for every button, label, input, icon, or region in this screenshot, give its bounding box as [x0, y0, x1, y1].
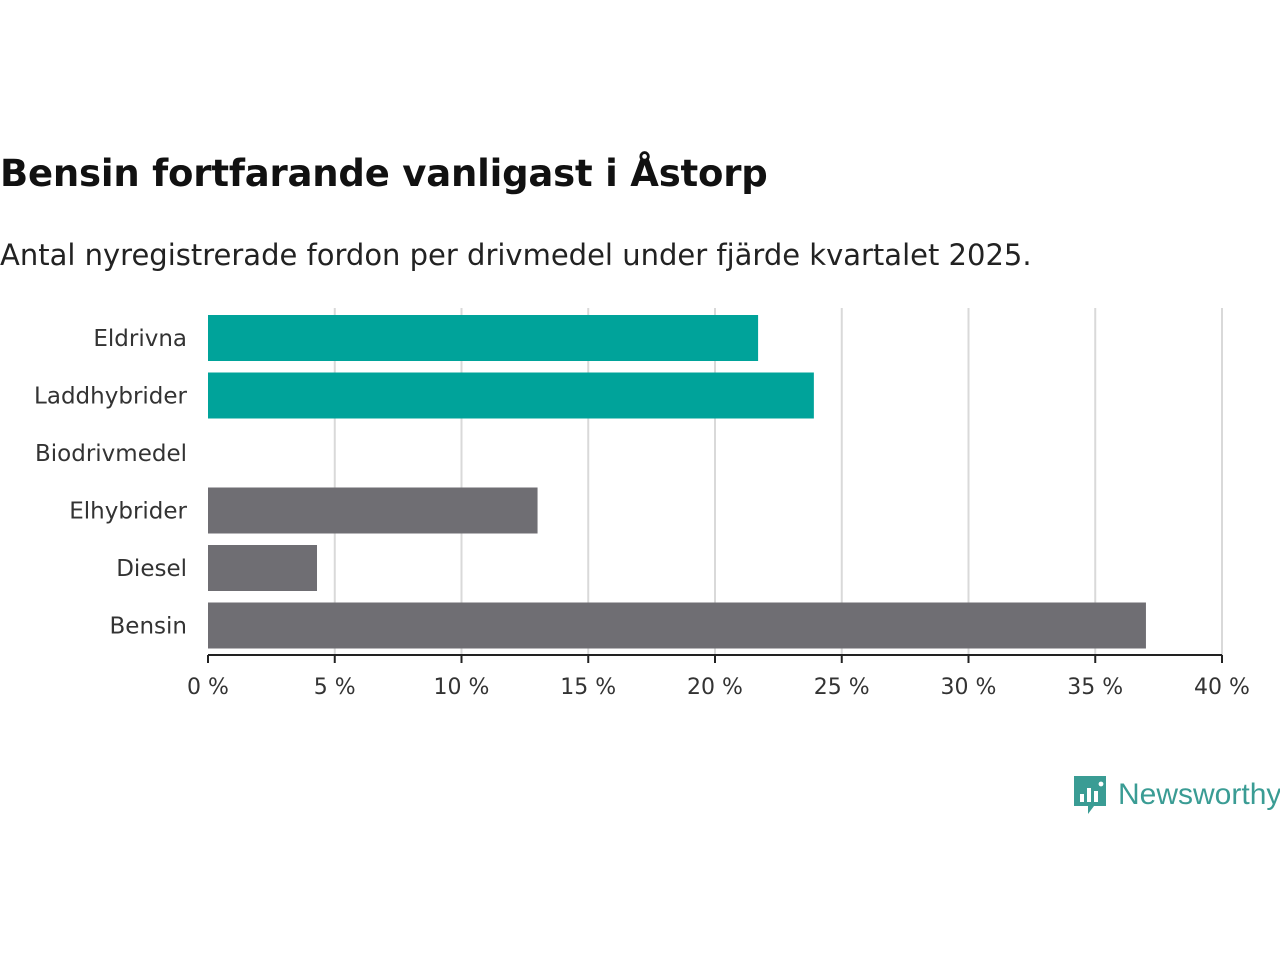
x-tick-label: 35 % [1067, 675, 1123, 700]
category-label: Biodrivmedel [35, 441, 187, 467]
bar-eldrivna [208, 315, 759, 361]
bar-laddhybrider [208, 372, 814, 419]
category-labels: Eldrivna Laddhybrider Biodrivmedel Elhybrid… [34, 326, 187, 640]
x-tick-label: 15 % [560, 675, 616, 700]
bars [208, 315, 1146, 649]
bar-diesel [208, 545, 318, 591]
bar-bensin [208, 602, 1146, 649]
category-label: Diesel [116, 556, 187, 582]
chart-subtitle: Antal nyregistrerade fordon per drivmede… [0, 238, 1032, 272]
bar-elhybrider [208, 487, 538, 534]
x-tick-label: 25 % [814, 675, 870, 700]
x-tick-label: 30 % [941, 675, 997, 700]
category-label: Bensin [110, 614, 187, 640]
newsworthy-logo: Newsworthy [1072, 774, 1280, 816]
x-tick-label: 0 % [187, 675, 229, 700]
bar-chart: Eldrivna Laddhybrider Biodrivmedel Elhybrid… [34, 308, 1250, 700]
x-tick-label: 40 % [1194, 675, 1250, 700]
x-axis: 0 % 5 % 10 % 15 % 20 % 25 % 30 % 35 % 40 % [187, 654, 1250, 700]
x-tick-label: 10 % [434, 675, 490, 700]
category-label: Eldrivna [93, 326, 187, 352]
x-tick-label: 5 % [314, 675, 356, 700]
newsworthy-icon [1074, 776, 1106, 814]
x-tick-label: 20 % [687, 675, 743, 700]
brand-name: Newsworthy [1118, 778, 1280, 811]
chart-title: Bensin fortfarande vanligast i Åstorp [0, 152, 768, 195]
category-label: Laddhybrider [34, 384, 187, 410]
gridlines [333, 308, 1223, 655]
category-label: Elhybrider [69, 499, 187, 525]
